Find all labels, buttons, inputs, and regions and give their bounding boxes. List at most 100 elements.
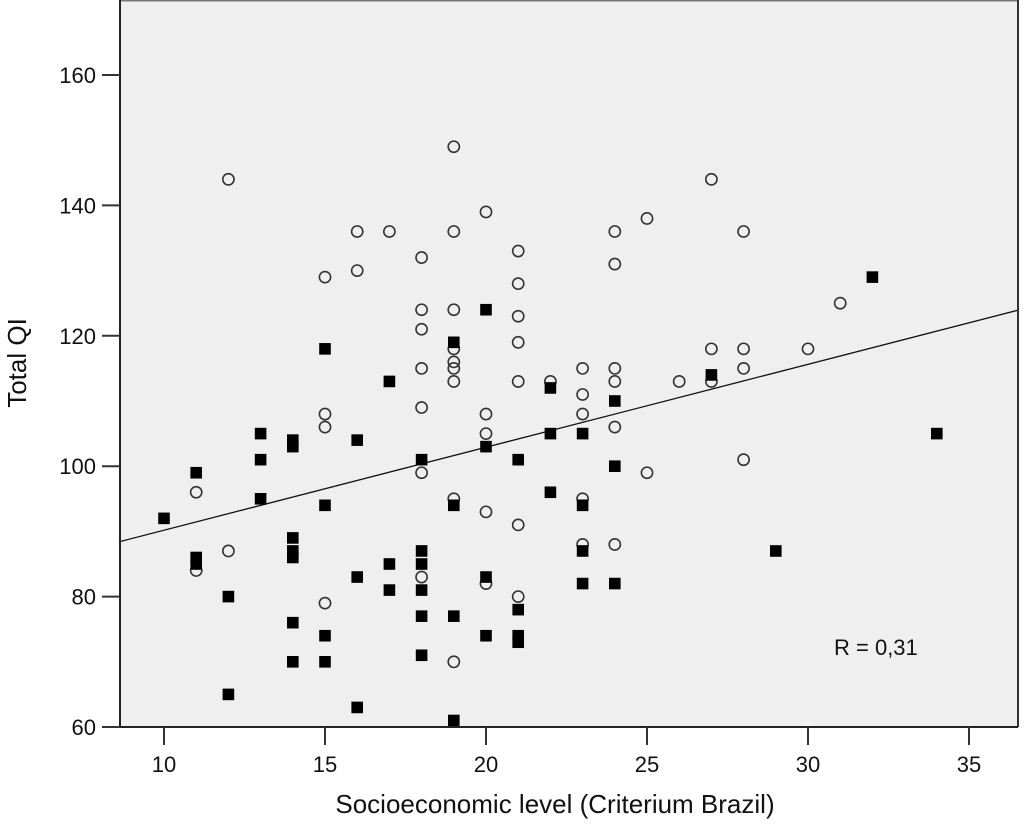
y-tick-label: 80 xyxy=(72,585,96,610)
data-point-square xyxy=(512,636,524,649)
data-point-circle xyxy=(576,407,589,421)
x-tick-label: 35 xyxy=(957,752,981,777)
data-point-circle xyxy=(350,225,364,238)
data-point-square xyxy=(866,271,879,283)
data-point-circle xyxy=(576,361,589,375)
data-point-circle xyxy=(608,361,622,375)
data-point-square xyxy=(705,369,718,381)
y-axis-title: Total QI xyxy=(2,318,32,408)
data-point-square xyxy=(415,453,428,466)
data-point-square xyxy=(544,486,557,499)
data-point-square xyxy=(544,427,557,440)
data-point-square xyxy=(190,558,202,570)
data-point-square xyxy=(351,701,363,714)
data-point-circle xyxy=(415,401,428,414)
data-point-square xyxy=(383,558,396,570)
data-point-square xyxy=(480,440,492,453)
regression-line xyxy=(118,309,1018,543)
data-point-circle xyxy=(608,375,622,388)
data-point-circle xyxy=(801,342,815,356)
data-point-square xyxy=(351,571,363,583)
data-point-square xyxy=(415,558,428,570)
data-point-square xyxy=(512,629,524,642)
data-point-circle xyxy=(608,257,622,271)
data-point-square xyxy=(770,545,782,557)
data-point-square xyxy=(931,427,943,440)
x-axis-ticks: 10 15 20 25 30 35 xyxy=(152,727,981,777)
data-point-square xyxy=(609,395,621,407)
data-point-square xyxy=(415,649,428,662)
data-point-square xyxy=(512,603,524,616)
data-point-square xyxy=(254,453,267,466)
data-point-square xyxy=(448,714,460,727)
data-point-circle xyxy=(447,375,461,388)
data-point-square xyxy=(415,545,428,557)
x-tick-label: 20 xyxy=(474,752,498,777)
data-point-circle xyxy=(511,590,525,603)
fit-line-layer xyxy=(118,309,1018,543)
data-point-circle xyxy=(511,375,525,388)
data-point-square xyxy=(190,551,202,564)
data-point-square xyxy=(576,499,589,512)
data-point-circle xyxy=(608,538,622,551)
data-point-square xyxy=(319,656,331,668)
plot-area xyxy=(120,0,1018,727)
data-point-circle xyxy=(737,342,750,356)
data-point-circle xyxy=(189,485,203,499)
y-tick-label: 140 xyxy=(59,193,96,218)
data-point-circle xyxy=(511,335,525,349)
x-axis-title: Socioeconomic level (Criterium Brazil) xyxy=(335,789,774,819)
data-point-circle xyxy=(576,388,589,401)
points-layer xyxy=(158,140,943,727)
data-point-circle xyxy=(479,505,493,519)
data-point-square xyxy=(287,656,299,668)
data-point-circle xyxy=(447,225,461,238)
data-point-circle xyxy=(737,453,750,467)
data-point-circle xyxy=(479,427,493,440)
data-point-square xyxy=(415,610,428,622)
data-point-circle xyxy=(318,420,332,434)
data-point-circle xyxy=(640,212,654,225)
data-point-circle xyxy=(511,518,525,532)
data-point-circle xyxy=(221,172,235,186)
data-point-circle xyxy=(511,309,525,323)
x-tick-label: 15 xyxy=(313,752,337,777)
data-point-circle xyxy=(415,466,428,480)
data-point-circle xyxy=(705,172,718,186)
data-point-square xyxy=(158,512,170,525)
x-tick-label: 25 xyxy=(635,752,659,777)
data-point-square xyxy=(448,336,460,349)
data-point-circle xyxy=(415,570,428,584)
y-tick-label: 160 xyxy=(59,63,96,88)
data-point-circle xyxy=(608,225,622,238)
data-point-square xyxy=(254,427,267,440)
data-point-square xyxy=(576,545,589,557)
data-point-square xyxy=(480,303,492,316)
data-point-circle xyxy=(447,361,461,375)
data-point-square xyxy=(287,532,299,544)
data-point-square xyxy=(544,382,557,394)
correlation-annotation: R = 0,31 xyxy=(834,635,918,660)
data-point-circle xyxy=(415,322,428,336)
data-point-circle xyxy=(447,355,461,369)
data-point-square xyxy=(480,571,492,583)
data-point-square xyxy=(319,343,331,355)
data-point-square xyxy=(319,499,331,512)
data-point-square xyxy=(383,584,396,596)
data-point-circle xyxy=(833,296,847,310)
data-point-square xyxy=(319,629,331,642)
data-point-circle xyxy=(737,225,750,238)
data-point-square xyxy=(415,584,428,596)
data-point-square xyxy=(480,629,492,642)
y-axis-ticks: 60 80 100 120 140 160 xyxy=(59,63,120,740)
data-point-circle xyxy=(447,140,461,154)
data-point-circle xyxy=(672,375,686,388)
data-point-square xyxy=(383,375,396,388)
data-point-square xyxy=(287,551,299,564)
data-point-square xyxy=(351,434,363,446)
y-tick-label: 60 xyxy=(72,715,96,740)
data-point-circle xyxy=(479,407,493,421)
data-point-square xyxy=(576,577,589,590)
data-point-square xyxy=(287,545,299,557)
